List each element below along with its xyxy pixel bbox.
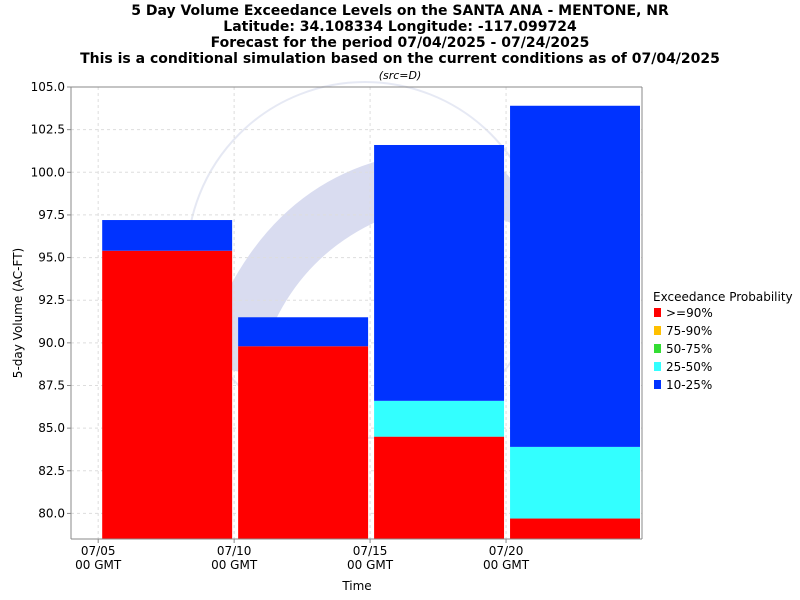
y-axis-ticks: 80.0 82.5 85.0 87.5 90.0 92.5 95.0 97.5 100.0 102… bbox=[31, 80, 71, 520]
bars bbox=[102, 105, 640, 539]
bar-2-segment-1 bbox=[238, 346, 369, 539]
y-tick-label-9: 102.5 bbox=[31, 123, 65, 137]
y-tick-label-10: 105.0 bbox=[31, 80, 65, 94]
x-tick-date-1: 07/10 bbox=[217, 544, 252, 558]
y-tick-label-2: 85.0 bbox=[38, 421, 65, 435]
y-tick-label-0: 80.0 bbox=[38, 506, 65, 520]
y-tick-label-6: 95.0 bbox=[38, 251, 65, 265]
title-line-4: This is a conditional simulation based o… bbox=[80, 51, 720, 67]
legend-label-4: 25-50% bbox=[666, 360, 712, 374]
bar-3-segment-5 bbox=[374, 144, 505, 401]
bar-3-segment-1 bbox=[374, 436, 505, 539]
bar-3-segment-4 bbox=[374, 400, 505, 437]
y-axis-label: 5-day Volume (AC-FT) bbox=[11, 248, 25, 378]
y-tick-label-4: 90.0 bbox=[38, 336, 65, 350]
x-axis-label: Time bbox=[341, 579, 371, 593]
bar-4-segment-4 bbox=[510, 446, 640, 519]
y-tick-label-3: 87.5 bbox=[38, 378, 65, 392]
y-tick-label-1: 82.5 bbox=[38, 464, 65, 478]
x-tick-date-0: 07/05 bbox=[81, 544, 116, 558]
title-line-1: 5 Day Volume Exceedance Levels on the SA… bbox=[131, 3, 669, 19]
bar-1-segment-5 bbox=[102, 220, 233, 251]
legend-swatch-3 bbox=[654, 344, 661, 353]
x-tick-tz-1: 00 GMT bbox=[211, 558, 258, 572]
bar-4-segment-5 bbox=[510, 105, 640, 447]
legend-label-5: 10-25% bbox=[666, 378, 712, 392]
legend: Exceedance Probability >=90% 75-90% 50-75%… bbox=[653, 290, 793, 392]
bar-1-segment-1 bbox=[102, 250, 233, 539]
legend-label-3: 50-75% bbox=[666, 342, 712, 356]
y-tick-label-8: 100.0 bbox=[31, 165, 65, 179]
x-tick-tz-0: 00 GMT bbox=[75, 558, 122, 572]
legend-swatch-1 bbox=[654, 308, 661, 317]
legend-title: Exceedance Probability bbox=[653, 290, 793, 304]
legend-label-2: 75-90% bbox=[666, 324, 712, 338]
x-tick-tz-2: 00 GMT bbox=[347, 558, 394, 572]
chart-title: 5 Day Volume Exceedance Levels on the SA… bbox=[80, 3, 720, 82]
title-line-2: Latitude: 34.108334 Longitude: -117.0997… bbox=[223, 19, 577, 35]
legend-swatch-4 bbox=[654, 362, 661, 371]
legend-swatch-2 bbox=[654, 326, 661, 335]
legend-label-1: >=90% bbox=[666, 306, 713, 320]
legend-swatch-5 bbox=[654, 380, 661, 389]
x-tick-date-3: 07/20 bbox=[489, 544, 524, 558]
chart-subtitle: (src=D) bbox=[379, 69, 422, 82]
bar-4-segment-1 bbox=[510, 518, 640, 539]
title-line-3: Forecast for the period 07/04/2025 - 07/… bbox=[211, 35, 590, 51]
y-tick-label-7: 97.5 bbox=[38, 208, 65, 222]
y-tick-label-5: 92.5 bbox=[38, 293, 65, 307]
x-tick-tz-3: 00 GMT bbox=[483, 558, 530, 572]
x-tick-date-2: 07/15 bbox=[353, 544, 388, 558]
bar-2-segment-5 bbox=[238, 317, 369, 347]
